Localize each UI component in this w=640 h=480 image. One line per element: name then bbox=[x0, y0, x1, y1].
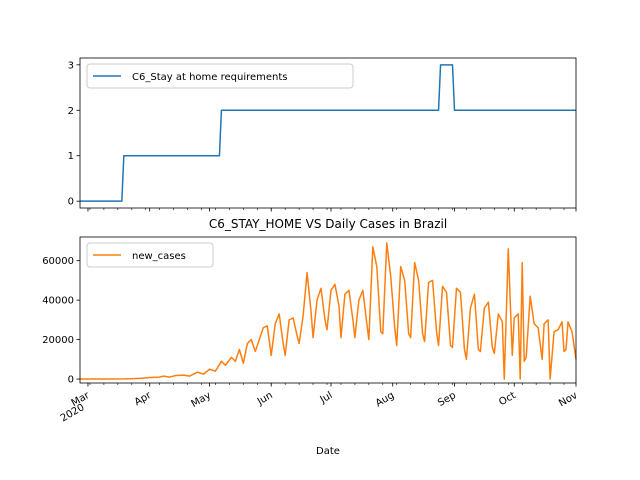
top-y-tick-label-1: 1 bbox=[68, 151, 74, 162]
bottom-axes: C6_STAY_HOME VS Daily Cases in Brazil 0 2… bbox=[42, 217, 579, 457]
top-y-tick-label-3: 3 bbox=[68, 60, 74, 71]
top-axes: 0 1 2 3 C6_Stay at home requirements bbox=[68, 57, 577, 212]
top-axes-frame bbox=[79, 57, 577, 209]
bottom-series-line-0 bbox=[80, 242, 577, 380]
bottom-y-tick-label-0: 0 bbox=[68, 375, 74, 386]
bottom-series-group bbox=[80, 242, 577, 380]
top-y-tick-label-2: 2 bbox=[68, 106, 74, 117]
chart-title: C6_STAY_HOME VS Daily Cases in Brazil bbox=[209, 217, 447, 231]
bottom-y-tick-label-1: 20000 bbox=[42, 335, 74, 346]
bottom-legend: new_cases bbox=[86, 242, 214, 268]
bottom-y-tick-label-3: 60000 bbox=[42, 256, 74, 267]
x-axis-label: Date bbox=[316, 446, 340, 457]
top-series-line-0 bbox=[80, 64, 576, 202]
top-series-group bbox=[80, 64, 576, 202]
bottom-axes-frame bbox=[79, 236, 577, 384]
bottom-legend-label: new_cases bbox=[132, 251, 186, 262]
bottom-legend-box bbox=[86, 242, 214, 268]
bottom-y-ticks: 0 20000 40000 60000 bbox=[42, 256, 80, 386]
bottom-y-tick-label-2: 40000 bbox=[42, 296, 74, 307]
top-legend-label: C6_Stay at home requirements bbox=[132, 72, 288, 83]
top-legend: C6_Stay at home requirements bbox=[86, 63, 354, 89]
top-y-ticks: 0 1 2 3 bbox=[68, 60, 80, 208]
top-legend-box bbox=[86, 63, 354, 89]
top-y-tick-label-0: 0 bbox=[68, 197, 74, 208]
